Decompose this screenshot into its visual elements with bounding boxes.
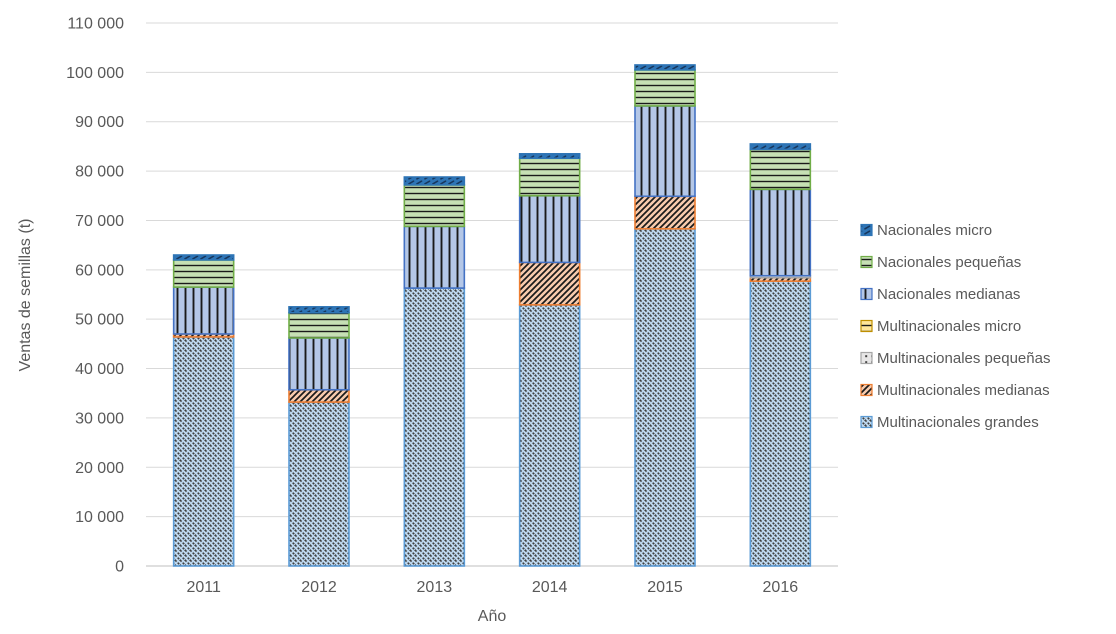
y-axis-label: 80 000 [75, 164, 124, 181]
bar-segment-nacionales-pequeñas [634, 69, 696, 107]
bar-2015 [634, 64, 696, 567]
y-axis-label: 40 000 [75, 361, 124, 378]
bar-segment-nacionales-pequeñas [403, 184, 466, 228]
bar-segment-nacionales-medianas [518, 194, 581, 264]
bar-segment-nacionales-pequeñas [518, 157, 581, 197]
bar-2011 [172, 254, 235, 567]
bar-segment-multinacionales-medianas [634, 195, 696, 230]
legend-label: Nacionales pequeñas [877, 254, 1021, 271]
bar-segment-multinacionales-grandes [749, 280, 812, 567]
y-axis-label: 110 000 [67, 16, 124, 33]
legend-item: Nacionales pequeñas [860, 254, 1021, 271]
legend-swatch-nacionales-micro [860, 223, 873, 237]
y-axis-label: 10 000 [75, 509, 124, 526]
y-axis-label: 50 000 [75, 312, 124, 329]
y-axis-label: 90 000 [75, 114, 124, 131]
legend-label: Multinacionales pequeñas [877, 350, 1050, 367]
bar-2014 [518, 153, 581, 567]
legend-item: Multinacionales pequeñas [860, 350, 1050, 367]
bar-segment-nacionales-medianas [172, 286, 235, 335]
bar-segment-nacionales-medianas [403, 225, 466, 289]
x-axis-label: 2016 [763, 579, 799, 596]
legend-label: Nacionales medianas [877, 286, 1020, 303]
bar-segment-nacionales-pequeñas [749, 148, 812, 191]
bar-segment-nacionales-medianas [749, 188, 812, 277]
legend-swatch-nacionales-pequeñas [860, 255, 873, 269]
legend-label: Multinacionales grandes [877, 414, 1039, 431]
x-axis-label: 2013 [417, 579, 453, 596]
legend-item: Nacionales medianas [860, 286, 1020, 303]
bar-segment-multinacionales-medianas [518, 261, 581, 306]
bar-segment-multinacionales-grandes [518, 304, 581, 567]
y-axis-label: 60 000 [75, 262, 124, 279]
bar-segment-nacionales-micro [403, 176, 466, 186]
legend-label: Multinacionales medianas [877, 382, 1050, 399]
bar-2016 [749, 143, 812, 567]
legend-swatch-multinacionales-medianas [860, 383, 873, 397]
bar-2013 [403, 176, 466, 567]
y-axis-label: 20 000 [75, 460, 124, 477]
legend-item: Multinacionales medianas [860, 382, 1050, 399]
x-axis-label: 2011 [186, 579, 221, 596]
legend-item: Multinacionales grandes [860, 414, 1039, 431]
bar-segment-nacionales-medianas [634, 105, 696, 198]
legend-item: Multinacionales micro [860, 318, 1021, 335]
bar-segment-nacionales-micro [172, 254, 235, 261]
legend-swatch-multinacionales-micro [860, 319, 873, 333]
y-axis-label: 30 000 [75, 410, 124, 427]
gridlines [146, 22, 838, 567]
x-axis-title: Año [478, 608, 507, 625]
bar-segment-multinacionales-grandes [288, 401, 350, 567]
bar-segment-nacionales-medianas [288, 337, 350, 391]
legend: Nacionales micro Nacionales pequeñas Nacio… [860, 222, 1050, 431]
x-axis-label: 2014 [532, 579, 568, 596]
bar-segment-nacionales-micro [749, 143, 812, 151]
legend-item: Nacionales micro [860, 222, 992, 239]
bar-segment-multinacionales-grandes [634, 228, 696, 567]
bar-segment-nacionales-micro [634, 64, 696, 71]
y-axis-label: 0 [115, 559, 124, 576]
bars-group [172, 64, 812, 567]
legend-swatch-multinacionales-grandes [860, 415, 873, 429]
bar-segment-nacionales-micro [288, 306, 350, 314]
x-axis-label: 2012 [301, 579, 337, 596]
bar-2012 [288, 306, 350, 567]
y-axis-label: 70 000 [75, 213, 124, 230]
legend-swatch-nacionales-medianas [860, 287, 873, 301]
x-axis-label: 2015 [647, 579, 683, 596]
y-axis-label: 100 000 [66, 65, 124, 82]
bar-segment-multinacionales-grandes [172, 336, 235, 567]
legend-swatch-multinacionales-pequeñas [860, 351, 873, 365]
y-axis-title: Ventas de semillas (t) [17, 219, 34, 372]
legend-label: Multinacionales micro [877, 318, 1021, 335]
bar-segment-nacionales-micro [518, 153, 581, 160]
bar-segment-multinacionales-medianas [288, 388, 350, 403]
legend-label: Nacionales micro [877, 222, 992, 239]
y-axis-tick-labels: 0 10 000 20 000 30 000 40 000 50 000 60 000 70 … [66, 16, 124, 576]
bar-segment-nacionales-pequeñas [172, 259, 235, 288]
bar-segment-multinacionales-grandes [403, 287, 466, 567]
bar-segment-nacionales-pequeñas [288, 311, 350, 339]
x-axis-tick-labels: 2011 2012 2013 2014 2015 2016 [186, 579, 798, 596]
